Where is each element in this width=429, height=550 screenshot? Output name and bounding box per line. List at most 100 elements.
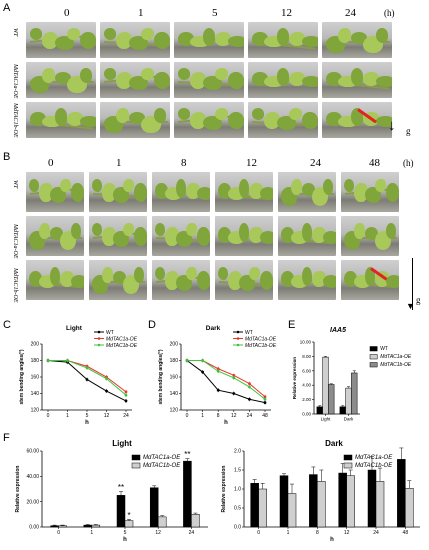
bar	[339, 406, 346, 415]
x-axis-label: h	[123, 537, 127, 543]
leaf-shape	[215, 68, 228, 80]
panel-a-time-3: 12	[281, 7, 292, 19]
bar	[317, 481, 326, 528]
leaf-shape	[42, 32, 59, 50]
leaf-shape	[186, 223, 197, 236]
y-tick-label: 140	[31, 391, 40, 397]
chart-title: Light	[66, 325, 83, 332]
y-tick-label: 2.00	[302, 397, 311, 402]
leaf-shape	[91, 223, 103, 236]
panel-a-time-1: 1	[138, 7, 144, 19]
leaf-shape	[217, 183, 232, 200]
leaf-shape	[343, 179, 355, 192]
panel-b-letter: B	[3, 151, 11, 163]
legend-swatch	[369, 354, 378, 360]
data-point	[232, 376, 236, 380]
leaf-shape	[165, 271, 179, 291]
x-axis-label: h	[85, 420, 89, 426]
x-tick-label: 24	[247, 413, 253, 419]
panel-b-row-tac1a: MdTAC1a-OE	[12, 224, 18, 259]
leaf-shape	[364, 227, 379, 240]
leaf-shape	[91, 179, 103, 192]
y-tick-label: 140	[170, 391, 179, 397]
leaf-shape	[49, 227, 64, 240]
leaf-shape	[289, 32, 306, 47]
leaf-shape	[301, 75, 318, 88]
leaf-shape	[276, 68, 290, 86]
y-tick-label: 1.0	[234, 487, 241, 493]
bar	[116, 495, 126, 528]
leaf-shape	[60, 271, 74, 288]
panel-a-photo-r1-c4	[322, 62, 392, 98]
leaf-shape	[217, 267, 229, 280]
leaf-shape	[70, 183, 84, 203]
bar	[124, 520, 134, 528]
panel-b-photo-r1-c1	[89, 216, 147, 256]
leaf-shape	[133, 183, 147, 203]
legend-swatch	[369, 346, 378, 352]
panel-b-time-3: 12	[246, 157, 257, 169]
data-point	[124, 399, 128, 403]
legend-label: MdTAC1b-OE	[143, 463, 181, 469]
leaf-shape	[153, 108, 167, 123]
legend-label: MdTAC1a-OE	[143, 455, 181, 461]
y-tick-label: 20.00	[26, 499, 39, 505]
leaf-shape	[259, 271, 273, 291]
leaf-shape	[350, 68, 364, 86]
leaf-shape	[289, 108, 302, 120]
data-point	[248, 397, 251, 401]
leaf-shape	[196, 227, 210, 247]
legend-swatch	[343, 454, 353, 461]
y-tick-label: 8.00	[302, 354, 311, 359]
x-tick-label: 5	[86, 413, 89, 419]
y-tick-label: 2.0	[234, 449, 241, 455]
leaf-shape	[259, 231, 273, 244]
leaf-shape	[322, 179, 334, 196]
series-line-1	[186, 360, 266, 404]
panel-b-time-1: 1	[116, 157, 122, 169]
leaf-shape	[301, 35, 318, 48]
leaf-shape	[325, 112, 342, 127]
panel-b-photo-r0-c2	[152, 172, 210, 212]
data-point	[46, 359, 50, 362]
leaf-shape	[301, 223, 313, 243]
x-tick-label: 24	[189, 530, 195, 536]
data-point	[232, 392, 236, 395]
data-point	[216, 388, 220, 392]
panel-b-time-0: 0	[48, 157, 54, 169]
panel-a-photo-r0-c0	[26, 22, 96, 58]
leaf-shape	[190, 72, 207, 90]
leaf-shape	[29, 28, 43, 40]
leaf-shape	[364, 267, 376, 287]
gravity-arrow-icon	[412, 258, 413, 310]
legend-label: MdTAC1a-OE	[245, 336, 277, 342]
y-tick-label: 10.00	[300, 340, 312, 345]
leaf-shape	[249, 227, 263, 244]
bar	[375, 481, 385, 528]
leaf-shape	[29, 112, 46, 127]
x-tick-label: 5	[124, 530, 127, 536]
chart-title: Dark	[206, 325, 221, 332]
leaf-shape	[153, 72, 170, 90]
legend-label: MdTAC1b-OE	[245, 343, 277, 349]
panel-a-time-4: 24	[345, 7, 356, 19]
panel-a-row-tac1b: MdTAC1b-OE	[12, 103, 18, 138]
x-tick-label: 48	[262, 413, 268, 419]
leaf-shape	[363, 72, 380, 87]
significance-mark: **	[118, 483, 124, 492]
leaf-shape	[103, 28, 117, 40]
panel-e-letter: E	[288, 319, 296, 331]
y-axis-label: Relative expression	[292, 357, 297, 400]
x-axis-label: h	[330, 537, 334, 543]
y-tick-label: 1.5	[234, 468, 241, 474]
leaf-shape	[28, 271, 43, 288]
data-point	[232, 373, 236, 377]
leaf-shape	[264, 75, 284, 88]
data-point	[263, 401, 267, 404]
panel-b-photo-r1-c4	[278, 216, 336, 256]
legend-swatch-point	[236, 337, 240, 340]
leaf-shape	[322, 231, 336, 244]
panel-b-photo-r2-c1	[89, 260, 147, 300]
panel-b-photo-r0-c3	[215, 172, 273, 212]
